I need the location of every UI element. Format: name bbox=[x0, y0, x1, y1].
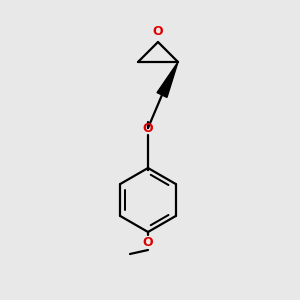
Text: O: O bbox=[153, 25, 163, 38]
Text: O: O bbox=[143, 236, 153, 250]
Polygon shape bbox=[157, 62, 178, 98]
Text: O: O bbox=[143, 122, 153, 134]
